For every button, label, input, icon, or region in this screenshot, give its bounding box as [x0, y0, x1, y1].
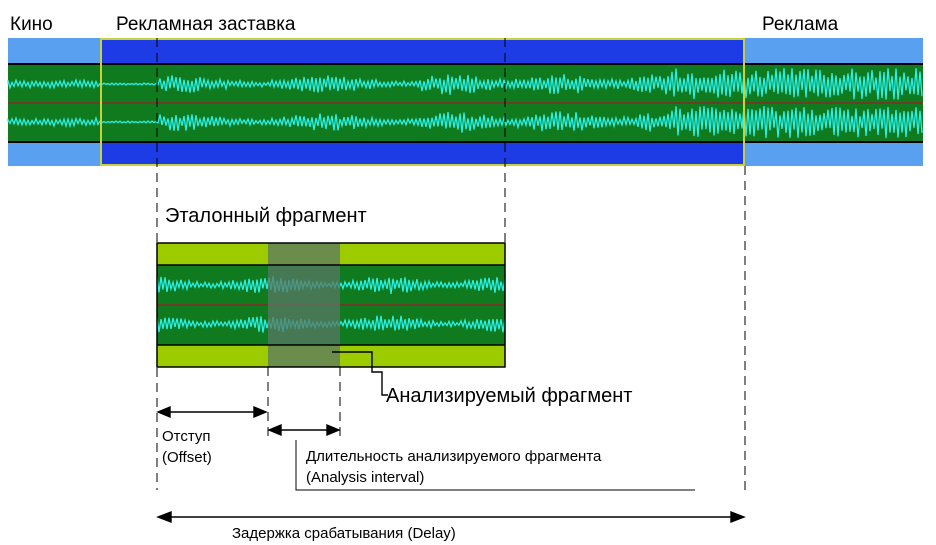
label-offset-ru: Отступ	[162, 428, 211, 445]
label-ad: Реклама	[762, 14, 839, 35]
analyzed-fragment-overlay	[268, 243, 340, 367]
reference-fragment-track	[156, 242, 506, 368]
label-interval-ru: Длительность анализируемого фрагмента	[306, 448, 602, 465]
interval-leader-line	[295, 440, 695, 491]
intro-frame	[100, 38, 745, 166]
offset-arrowhead-left	[156, 405, 171, 419]
delay-arrowhead-left	[156, 510, 172, 524]
label-intro: Рекламная заставка	[116, 14, 296, 35]
reference-outline	[156, 242, 506, 368]
top-waveform-channel-1	[7, 68, 923, 100]
top-waveform-channel-2	[7, 106, 923, 139]
label-reference-fragment: Эталонный фрагмент	[165, 205, 367, 227]
interval-arrowhead-left	[267, 423, 282, 437]
label-interval-en: (Analysis interval)	[306, 469, 424, 486]
label-movie: Кино	[10, 14, 53, 35]
guide-lines	[156, 38, 746, 490]
label-offset-en: (Offset)	[162, 449, 212, 466]
label-delay: Задержка срабатывания (Delay)	[232, 525, 456, 542]
interval-arrowhead-right	[326, 423, 341, 437]
analyzed-leader-line	[332, 351, 388, 396]
delay-arrowhead-right	[730, 510, 746, 524]
arrows	[156, 351, 746, 524]
offset-arrowhead-right	[253, 405, 268, 419]
label-analyzed-fragment: Анализируемый фрагмент	[386, 385, 632, 407]
top-track	[7, 38, 923, 166]
